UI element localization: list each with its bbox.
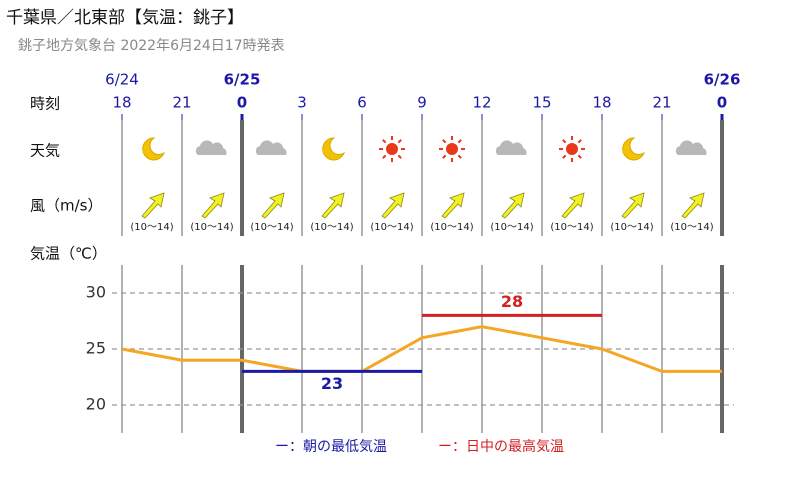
sun-ray <box>397 154 402 159</box>
moon <box>142 137 166 161</box>
sun-ray <box>382 139 387 144</box>
wind-range: (10〜14) <box>370 222 413 233</box>
y-tick-label: 30 <box>86 283 106 302</box>
sun <box>566 143 578 155</box>
hour-label: 15 <box>532 94 551 112</box>
wind-range: (10〜14) <box>130 222 173 233</box>
hour-label: 3 <box>297 94 307 112</box>
wind-range: (10〜14) <box>670 222 713 233</box>
weather-icon <box>559 136 585 162</box>
row-label: 気温（℃） <box>30 245 107 263</box>
hour-label: 9 <box>417 94 427 112</box>
sun-ray <box>457 154 462 159</box>
hour-label: 18 <box>112 94 131 112</box>
row-label: 天気 <box>30 142 60 160</box>
wind-range: (10〜14) <box>190 222 233 233</box>
wind-arrow <box>201 192 225 219</box>
legend-entry: ー：朝の最低気温 <box>275 439 387 455</box>
hour-label: 12 <box>472 94 491 112</box>
weather-icon <box>195 140 227 155</box>
wind-range: (10〜14) <box>550 222 593 233</box>
wind-arrow <box>321 192 345 219</box>
hour-label: 21 <box>172 94 191 112</box>
star <box>141 146 149 154</box>
weather-icon <box>321 137 346 161</box>
sun-ray <box>382 154 387 159</box>
wind-arrow <box>561 192 585 219</box>
weather-icon <box>675 140 707 155</box>
wind-arrow <box>141 192 165 219</box>
value-label: 28 <box>501 292 523 311</box>
subtitle: 銚子地方気象台 2022年6月24日17時発表 <box>18 38 285 54</box>
title: 千葉県／北東部【気温：銚子】 <box>6 8 244 28</box>
sun-ray <box>562 139 567 144</box>
weather-icon <box>621 137 646 161</box>
wind-range: (10〜14) <box>610 222 653 233</box>
date-label: 6/25 <box>224 71 261 89</box>
cloud <box>495 140 527 155</box>
moon <box>622 137 646 161</box>
sun-ray <box>577 154 582 159</box>
sun-ray <box>442 139 447 144</box>
y-tick-label: 20 <box>86 395 106 414</box>
star <box>321 146 329 154</box>
wind-arrow <box>681 192 705 219</box>
weather-icon <box>379 136 405 162</box>
weather-icon <box>495 140 527 155</box>
sun-ray <box>577 139 582 144</box>
date-label: 6/26 <box>704 71 741 89</box>
wind-range: (10〜14) <box>490 222 533 233</box>
wind-arrow <box>441 192 465 219</box>
sun <box>386 143 398 155</box>
row-label: 風（m/s） <box>30 197 102 215</box>
cloud <box>675 140 707 155</box>
hour-label: 18 <box>592 94 611 112</box>
wind-arrow <box>261 192 285 219</box>
sun-ray <box>442 154 447 159</box>
hour-label: 0 <box>717 94 727 112</box>
star <box>621 146 629 154</box>
weather-icon <box>439 136 465 162</box>
value-label: 23 <box>321 374 343 393</box>
wind-range: (10〜14) <box>250 222 293 233</box>
sun-ray <box>397 139 402 144</box>
wind-arrow <box>501 192 525 219</box>
wind-range: (10〜14) <box>310 222 353 233</box>
wind-arrow <box>381 192 405 219</box>
sun <box>446 143 458 155</box>
hour-label: 6 <box>357 94 367 112</box>
row-label: 時刻 <box>30 95 60 113</box>
weather-icon <box>141 137 166 161</box>
weather-icon <box>255 140 287 155</box>
sun-ray <box>562 154 567 159</box>
temperature-line <box>121 325 722 373</box>
moon <box>322 137 346 161</box>
cloud <box>195 140 227 155</box>
wind-range: (10〜14) <box>430 222 473 233</box>
sun-ray <box>457 139 462 144</box>
y-tick-label: 25 <box>86 339 106 358</box>
cloud <box>255 140 287 155</box>
date-label: 6/24 <box>105 71 139 89</box>
legend-entry: ー：日中の最高気温 <box>438 438 564 455</box>
hour-label: 0 <box>237 94 247 112</box>
wind-arrow <box>621 192 645 219</box>
hour-label: 21 <box>652 94 671 112</box>
